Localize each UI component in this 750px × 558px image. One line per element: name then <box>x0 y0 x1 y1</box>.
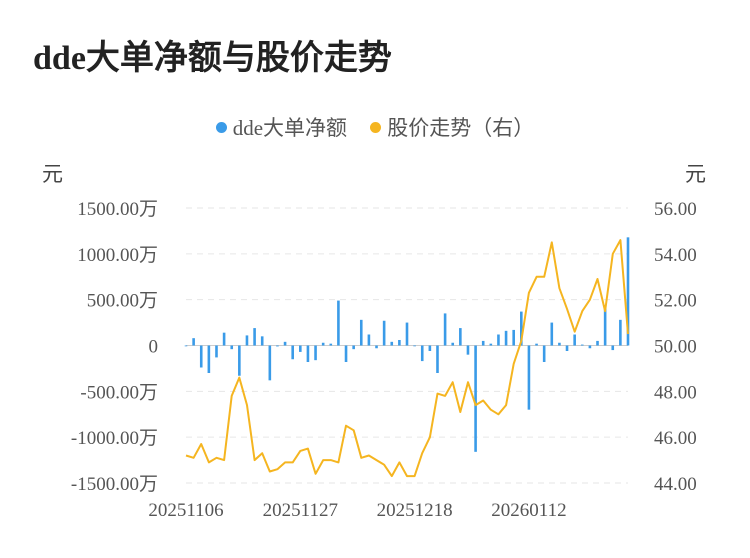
dde-bar <box>459 328 462 346</box>
left-tick-label: 1500.00万 <box>77 199 158 220</box>
x-tick-label: 20260112 <box>491 500 566 521</box>
dde-bar <box>520 311 523 346</box>
dde-bar <box>626 237 630 346</box>
dde-bar <box>382 320 386 346</box>
dde-bar <box>497 334 500 346</box>
left-tick-label: 1000.00万 <box>77 245 158 266</box>
dde-bar <box>558 342 561 346</box>
dde-bar <box>192 338 195 346</box>
dde-bar <box>337 300 340 346</box>
dde-bar <box>245 335 249 346</box>
dde-bar <box>398 340 401 346</box>
dde-bar <box>199 345 203 368</box>
dde-bar <box>184 345 188 347</box>
dde-bar <box>283 341 287 346</box>
dde-bar <box>390 341 394 346</box>
dde-bar <box>436 345 439 373</box>
dde-bar <box>215 345 218 358</box>
legend-item-price[interactable]: 股价走势（右） <box>370 112 534 142</box>
legend-dot-dde <box>215 121 227 133</box>
left-axis-unit: 元 <box>42 162 63 186</box>
legend: dde大单净额 股价走势（右） <box>0 112 750 142</box>
right-tick-label: 56.00 <box>654 199 697 220</box>
dde-bar <box>291 345 294 360</box>
dde-bar <box>474 345 477 452</box>
dde-bar <box>299 345 302 352</box>
right-tick-label: 50.00 <box>654 337 697 358</box>
dde-bar <box>268 345 272 381</box>
dde-bar <box>306 345 310 362</box>
dde-bar <box>375 345 378 349</box>
dde-bar <box>542 345 546 362</box>
dde-bar <box>588 345 592 349</box>
dde-bar <box>489 343 493 346</box>
dde-bar <box>359 319 363 346</box>
dde-bar <box>619 319 622 346</box>
right-axis-unit: 元 <box>685 162 706 186</box>
x-tick-label: 20251127 <box>263 500 338 521</box>
dde-bar <box>238 345 241 376</box>
dde-bar <box>276 345 279 347</box>
legend-label-price: 股价走势（右） <box>387 116 535 140</box>
dde-bar <box>443 313 447 346</box>
dde-bar <box>207 345 211 373</box>
dde-bar <box>222 332 226 346</box>
dde-bar <box>260 336 264 346</box>
dde-bar <box>253 328 256 346</box>
dde-bar <box>405 322 409 346</box>
dde-bar <box>603 305 607 346</box>
dde-bar <box>535 343 538 346</box>
right-tick-label: 44.00 <box>654 474 697 495</box>
dde-bar <box>580 344 584 346</box>
chart-title: dde大单净额与股价走势 <box>33 40 392 77</box>
right-tick-label: 46.00 <box>654 428 697 449</box>
dde-bar <box>550 322 554 346</box>
left-tick-label: -500.00万 <box>80 382 158 403</box>
dde-bar <box>314 345 317 361</box>
left-tick-label: 500.00万 <box>87 291 158 312</box>
dde-bar <box>573 334 576 346</box>
left-tick-label: -1500.00万 <box>71 474 158 495</box>
dde-bar <box>481 340 485 346</box>
dde-bar <box>352 345 355 350</box>
left-tick-label: -1000.00万 <box>71 428 158 449</box>
legend-item-dde[interactable]: dde大单净额 <box>215 112 348 142</box>
legend-label-dde: dde大单净额 <box>232 116 348 140</box>
legend-dot-price <box>370 121 382 133</box>
right-tick-label: 52.00 <box>654 291 697 312</box>
dde-bar <box>367 334 371 346</box>
dde-bar <box>565 345 569 351</box>
dde-bar <box>504 330 508 346</box>
dde-bar <box>611 345 615 351</box>
dde-bar <box>230 345 234 350</box>
x-tick-label: 20251218 <box>377 500 453 521</box>
dde-bar <box>451 342 455 346</box>
dde-bar <box>466 345 470 355</box>
dde-bar <box>596 340 599 346</box>
dde-bar <box>512 329 515 346</box>
dde-bar <box>527 345 531 410</box>
dde-bar <box>428 345 432 351</box>
right-tick-label: 48.00 <box>654 382 697 403</box>
price-line <box>185 239 629 478</box>
dde-bar <box>420 345 424 362</box>
left-tick-label: 0 <box>149 337 159 358</box>
dde-bar <box>413 345 416 347</box>
dde-bar <box>321 342 325 346</box>
dde-bar <box>344 345 348 362</box>
right-tick-label: 54.00 <box>654 245 697 266</box>
x-tick-label: 20251106 <box>148 500 223 521</box>
dde-bar <box>329 343 333 346</box>
